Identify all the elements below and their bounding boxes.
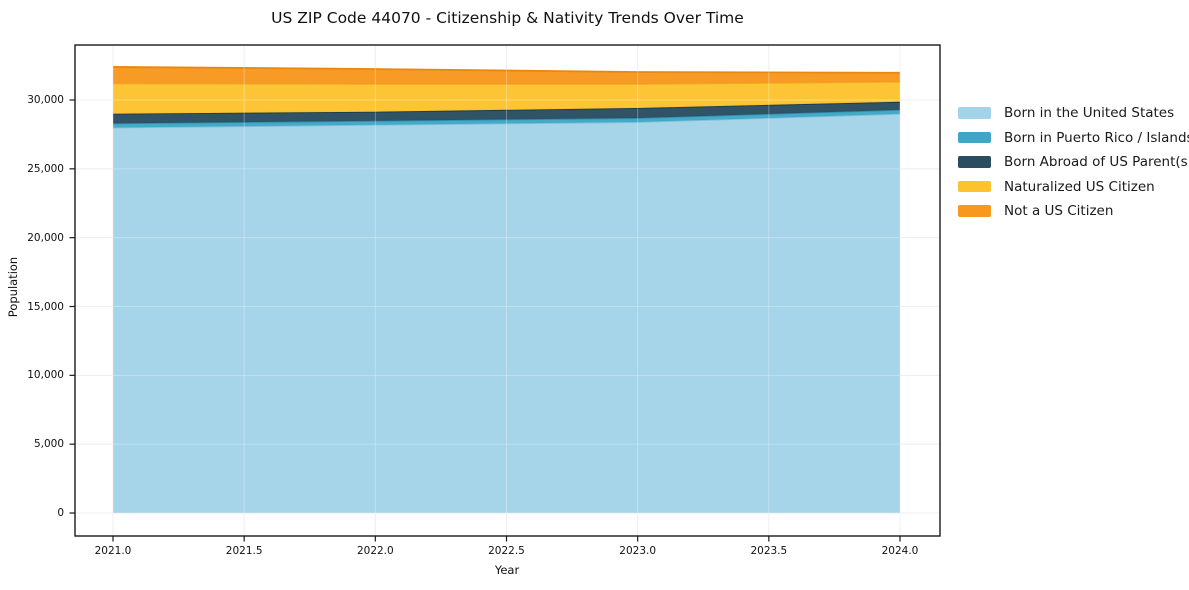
x-tick-label: 2022.0 [356,545,394,557]
legend-label: Born in Puerto Rico / Islands [1004,129,1189,146]
legend-item: Born in Puerto Rico / Islands [958,130,1189,146]
legend-label: Born Abroad of US Parent(s) [1004,154,1189,170]
y-tick-label: 25,000 [27,162,64,175]
x-tick-label: 2023.0 [619,545,657,557]
y-tick-label: 20,000 [27,231,64,244]
x-tick-label: 2024.0 [881,545,919,557]
y-tick-label: 30,000 [27,94,64,106]
legend-swatch [958,156,991,168]
x-tick-label: 2021.5 [225,545,263,557]
legend-item: Naturalized US Citizen [958,179,1189,195]
y-tick-label: 5,000 [33,438,64,451]
legend-label: Born in the United States [1004,105,1175,121]
x-tick-label: 2022.5 [488,545,525,557]
legend-swatch [958,131,991,144]
chart-title: US ZIP Code 44070 - Citizenship & Nativi… [271,9,744,27]
legend-swatch [958,180,991,193]
y-tick-label: 10,000 [27,369,64,382]
x-axis-label: Year [494,563,520,577]
legend-label: Not a US Citizen [1004,203,1114,219]
y-tick-label: 15,000 [27,300,64,313]
legend: Born in the United States Born in Puerto… [958,105,1189,219]
legend-item: Born in the United States [958,105,1189,121]
legend-label: Naturalized US Citizen [1004,178,1155,195]
legend-item: Born Abroad of US Parent(s) [958,154,1189,170]
legend-swatch [958,205,991,217]
x-tick-label: 2021.0 [94,545,132,557]
y-axis-label: Population [6,256,20,318]
legend-swatch [958,107,991,119]
x-tick-label: 2023.5 [750,545,788,557]
legend-item: Not a US Citizen [958,203,1189,219]
y-tick-label: 0 [57,507,64,519]
